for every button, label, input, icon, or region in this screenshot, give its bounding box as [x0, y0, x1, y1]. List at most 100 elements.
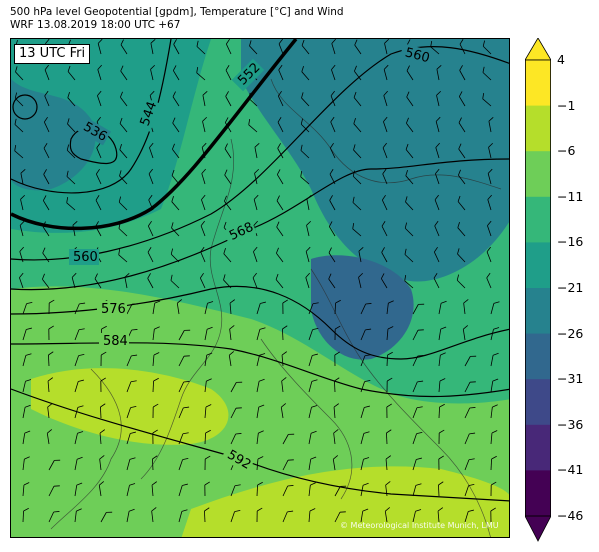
- wind-barb: [97, 64, 102, 81]
- wind-barb: [490, 378, 499, 393]
- colorbar-tick-label: 4: [557, 52, 565, 67]
- title-line-1: 500 hPa level Geopotential [gpdm], Tempe…: [10, 6, 344, 18]
- wind-barb: [14, 144, 24, 159]
- wind-barb: [200, 246, 206, 263]
- wind-barb: [204, 352, 213, 367]
- wind-barb: [334, 351, 340, 367]
- wind-barb: [126, 303, 138, 315]
- wind-barb: [333, 429, 339, 445]
- wind-barb: [433, 273, 440, 289]
- wind-barb: [126, 457, 136, 471]
- wind-barb: [275, 273, 284, 289]
- wind-barb: [412, 509, 422, 523]
- wind-barb: [405, 196, 414, 211]
- wind-barb: [386, 351, 393, 367]
- contour-label-576: 576: [101, 302, 126, 317]
- wind-barb: [308, 379, 318, 393]
- wind-barb: [20, 194, 26, 211]
- wind-barb: [308, 327, 319, 341]
- colorbar-segment: [525, 196, 551, 243]
- wind-barb: [19, 272, 24, 289]
- wind-barb: [229, 325, 235, 341]
- wind-barb: [412, 483, 422, 497]
- wind-barb: [385, 455, 391, 471]
- wind-barb: [332, 455, 339, 471]
- wind-barb: [74, 353, 85, 367]
- colorbar-tick-label: −41: [557, 462, 584, 478]
- wind-barb: [15, 66, 24, 81]
- wind-barb: [100, 511, 113, 523]
- coastlines: [50, 78, 502, 537]
- wind-barb: [435, 116, 441, 133]
- wind-barb: [277, 117, 284, 133]
- wind-barb: [457, 195, 466, 211]
- colorbar-tick-label: −16: [557, 234, 584, 250]
- wind-barb: [42, 221, 50, 237]
- wind-barb: [147, 220, 154, 237]
- wind-barb: [22, 482, 30, 497]
- wind-barb: [490, 481, 497, 497]
- wind-barb: [178, 329, 191, 341]
- wind-barb: [256, 456, 264, 471]
- colorbar-tick-label: −21: [557, 280, 584, 295]
- wind-barb: [256, 430, 264, 445]
- wind-barb: [490, 352, 499, 367]
- wind-barb: [282, 485, 294, 497]
- colorbar-tick-label: −11: [557, 188, 584, 204]
- wind-barb: [204, 481, 210, 497]
- wind-barb: [383, 90, 388, 107]
- wind-barb: [276, 221, 284, 237]
- wind-barb: [280, 403, 287, 419]
- wind-barb: [176, 299, 183, 315]
- wind-barb: [458, 91, 466, 107]
- contour-labels: 536 544 552 560 560 568 576 584 592: [69, 43, 433, 474]
- wind-barb: [178, 381, 190, 393]
- colorbar-segment: [525, 60, 551, 107]
- colorbar-svg: [524, 37, 552, 542]
- wind-barb: [435, 142, 440, 159]
- wind-barb: [412, 303, 425, 315]
- wind-barb: [224, 195, 232, 211]
- wind-barb: [204, 301, 214, 315]
- map-svg: 536 544 552 560 560 568 576 584 592: [11, 39, 509, 537]
- warm-region-iberia: [31, 368, 229, 445]
- wind-barb: [46, 429, 53, 445]
- wind-barb: [405, 170, 414, 185]
- wind-barb: [352, 222, 362, 237]
- wind-barb: [228, 351, 235, 367]
- wind-barb: [490, 430, 498, 445]
- wind-barb: [204, 429, 211, 445]
- wind-barb: [224, 117, 232, 133]
- wind-barb: [282, 325, 288, 341]
- wind-barb: [386, 377, 393, 393]
- wind-barb: [438, 300, 447, 315]
- wind-barb: [178, 406, 190, 419]
- wind-barb: [412, 431, 423, 445]
- wind-barb: [360, 457, 370, 471]
- wind-barb: [300, 118, 310, 133]
- wind-barb: [200, 220, 206, 237]
- wind-barb: [438, 326, 447, 341]
- wind-barb: [360, 508, 369, 523]
- wind-barb: [301, 39, 310, 55]
- wind-barb: [225, 91, 232, 107]
- wind-barb: [178, 483, 188, 497]
- wind-barb: [43, 169, 50, 185]
- wind-barb: [277, 90, 284, 107]
- wind-barb: [98, 481, 105, 497]
- wind-barb: [482, 92, 492, 107]
- wind-barb: [380, 273, 388, 289]
- colorbar-segment: [525, 242, 551, 289]
- wind-barb: [42, 195, 50, 211]
- wind-barb: [126, 405, 137, 419]
- wind-barb: [308, 302, 319, 315]
- wind-barb: [305, 246, 311, 263]
- wind-barb: [151, 507, 157, 523]
- wind-barb: [152, 326, 160, 341]
- wind-barb: [487, 220, 492, 237]
- contour-592: [11, 388, 509, 502]
- wind-barb: [412, 380, 424, 393]
- wind-barb: [352, 196, 362, 211]
- wind-barb: [464, 407, 476, 419]
- wind-barb: [329, 142, 336, 159]
